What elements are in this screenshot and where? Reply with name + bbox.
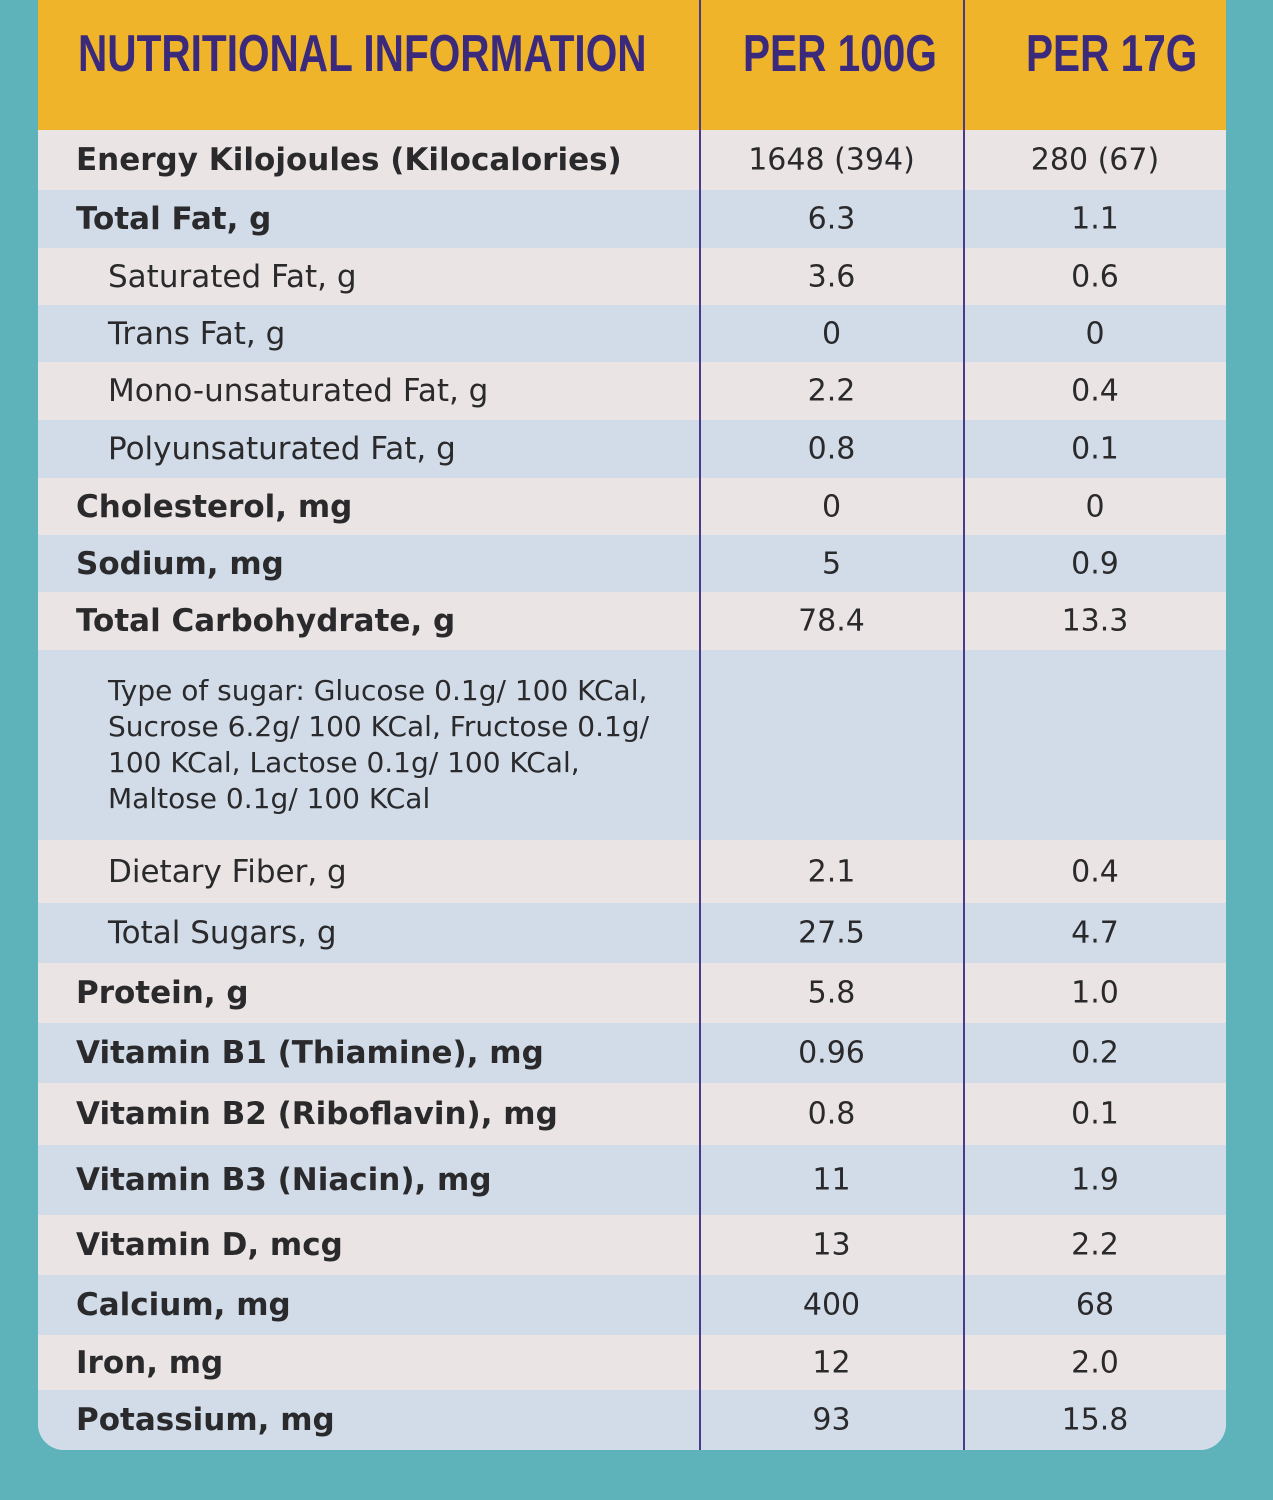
value-per-100g: 0.8 xyxy=(807,431,856,467)
value-per-17g: 0.6 xyxy=(1071,259,1119,294)
row-label: Calcium, mg xyxy=(76,1287,291,1323)
value-per-100g: 0.8 xyxy=(807,1096,856,1132)
value-per-100g: 93 xyxy=(812,1402,851,1438)
row-label: Type of sugar: Glucose 0.1g/ 100 KCal, S… xyxy=(108,674,650,815)
row-label: Protein, g xyxy=(76,975,249,1011)
value-per-100g: 11 xyxy=(812,1162,851,1198)
row-label: Mono-unsaturated Fat, g xyxy=(108,373,489,409)
table-row: Iron, mg 12 2.0 xyxy=(38,1335,1226,1390)
value-per-17g: 0 xyxy=(1085,489,1105,524)
table-row: Vitamin D, mcg 13 2.2 xyxy=(38,1215,1226,1275)
row-label: Sodium, mg xyxy=(76,545,284,582)
row-label: Iron, mg xyxy=(76,1344,224,1381)
row-label: Total Sugars, g xyxy=(108,915,337,951)
table-row: Polyunsaturated Fat, g 0.8 0.1 xyxy=(38,420,1226,478)
header-column: PER 17G xyxy=(1026,25,1198,83)
row-label: Total Fat, g xyxy=(76,201,272,237)
value-per-17g: 0.4 xyxy=(1071,854,1119,889)
value-per-17g: 13.3 xyxy=(1061,603,1129,639)
table-row: Total Fat, g 6.3 1.1 xyxy=(38,190,1226,248)
value-per-100g: 12 xyxy=(812,1345,851,1380)
value-per-17g: 2.2 xyxy=(1071,1227,1119,1263)
value-per-100g: 2.2 xyxy=(807,373,856,409)
row-label: Polyunsaturated Fat, g xyxy=(108,431,456,467)
row-label: Saturated Fat, g xyxy=(108,258,357,295)
table-row: Saturated Fat, g 3.6 0.6 xyxy=(38,248,1226,305)
value-per-17g: 1.1 xyxy=(1071,201,1119,237)
table-row: Vitamin B3 (Niacin), mg 11 1.9 xyxy=(38,1145,1226,1215)
value-per-17g: 0.1 xyxy=(1071,1096,1119,1132)
value-per-100g: 0 xyxy=(821,316,842,351)
value-per-100g: 78.4 xyxy=(798,603,865,639)
value-per-100g: 5 xyxy=(821,546,842,581)
column-divider xyxy=(699,0,701,1450)
row-label: Total Carbohydrate, g xyxy=(76,603,456,639)
table-row: Protein, g 5.8 1.0 xyxy=(38,963,1226,1023)
value-per-100g: 5.8 xyxy=(807,975,856,1011)
value-per-100g: 400 xyxy=(802,1287,861,1323)
table-row: Energy Kilojoules (Kilocalories) 1648 (39… xyxy=(38,130,1226,190)
value-per-17g: 1.9 xyxy=(1071,1162,1119,1198)
table-row: Type of sugar: Glucose 0.1g/ 100 KCal, S… xyxy=(38,650,1226,840)
table-row: Total Sugars, g 27.5 4.7 xyxy=(38,903,1226,963)
value-per-17g: 1.0 xyxy=(1071,975,1119,1011)
nutrition-table: NUTRITIONAL INFORMATION PER 100G PER 17G… xyxy=(38,0,1226,1450)
table-row: Calcium, mg 400 68 xyxy=(38,1275,1226,1335)
table-header: NUTRITIONAL INFORMATION PER 100G PER 17G xyxy=(38,0,1226,130)
header-column: PER 100G xyxy=(743,25,937,83)
value-per-17g: 15.8 xyxy=(1061,1402,1129,1438)
value-per-100g: 27.5 xyxy=(798,915,865,951)
row-label: Vitamin B2 (Riboflavin), mg xyxy=(76,1096,558,1132)
value-per-100g: 13 xyxy=(812,1227,851,1263)
value-per-17g: 0.4 xyxy=(1071,373,1119,409)
table-row: Potassium, mg 93 15.8 xyxy=(38,1390,1226,1450)
value-per-17g: 0 xyxy=(1085,316,1105,351)
table-row: Trans Fat, g 0 0 xyxy=(38,305,1226,362)
row-label: Vitamin B3 (Niacin), mg xyxy=(76,1162,492,1198)
row-label: Trans Fat, g xyxy=(108,315,286,352)
value-per-100g: 3.6 xyxy=(807,259,856,294)
row-label: Potassium, mg xyxy=(76,1402,335,1438)
table-row: Cholesterol, mg 0 0 xyxy=(38,478,1226,535)
value-per-100g: 6.3 xyxy=(807,201,856,237)
table-row: Total Carbohydrate, g 78.4 13.3 xyxy=(38,592,1226,650)
table-row: Dietary Fiber, g 2.1 0.4 xyxy=(38,840,1226,903)
value-per-100g: 2.1 xyxy=(807,854,856,889)
row-label: Dietary Fiber, g xyxy=(108,853,347,890)
value-per-17g: 280 (67) xyxy=(1030,142,1160,178)
value-per-17g: 0.9 xyxy=(1071,546,1119,581)
row-label: Vitamin D, mcg xyxy=(76,1227,343,1263)
value-per-17g: 4.7 xyxy=(1071,915,1119,951)
column-divider xyxy=(963,0,965,1450)
row-label: Energy Kilojoules (Kilocalories) xyxy=(76,142,622,178)
value-per-100g: 0.96 xyxy=(798,1035,865,1071)
value-per-100g: 1648 (394) xyxy=(748,142,915,178)
table-row: Sodium, mg 5 0.9 xyxy=(38,535,1226,592)
row-label: Cholesterol, mg xyxy=(76,488,353,525)
value-per-17g: 0.1 xyxy=(1071,431,1119,467)
value-per-17g: 68 xyxy=(1075,1287,1115,1323)
header-title: NUTRITIONAL INFORMATION xyxy=(78,25,647,83)
row-label: Vitamin B1 (Thiamine), mg xyxy=(76,1035,544,1071)
value-per-17g: 0.2 xyxy=(1071,1035,1119,1071)
table-row: Vitamin B2 (Riboflavin), mg 0.8 0.1 xyxy=(38,1083,1226,1145)
table-row: Vitamin B1 (Thiamine), mg 0.96 0.2 xyxy=(38,1023,1226,1083)
value-per-100g: 0 xyxy=(821,489,842,524)
value-per-17g: 2.0 xyxy=(1071,1345,1119,1380)
table-row: Mono-unsaturated Fat, g 2.2 0.4 xyxy=(38,362,1226,420)
